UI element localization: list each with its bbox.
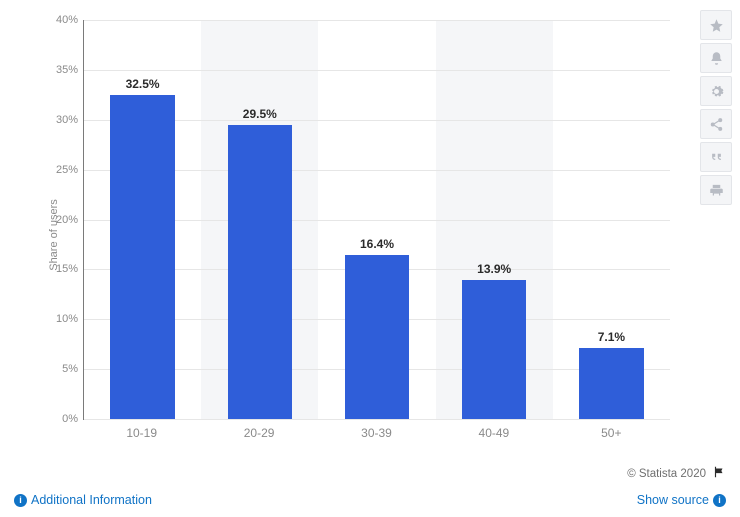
bell-icon[interactable]	[700, 43, 732, 73]
star-icon[interactable]	[700, 10, 732, 40]
bar-value-label: 32.5%	[126, 77, 160, 91]
y-tick: 40%	[56, 14, 78, 26]
bar: 29.5%	[228, 125, 292, 419]
additional-info-link[interactable]: i Additional Information	[14, 493, 152, 507]
y-tick: 0%	[62, 413, 78, 425]
chart-toolbar	[700, 10, 732, 205]
y-tick: 10%	[56, 313, 78, 325]
bar-value-label: 7.1%	[598, 330, 625, 344]
x-tick: 10-19	[126, 426, 157, 440]
y-tick: 25%	[56, 164, 78, 176]
chart-footer: © Statista 2020 i Additional Information…	[14, 465, 726, 507]
plot-area: 32.5%29.5%16.4%13.9%7.1% 0%5%10%15%20%25…	[83, 20, 670, 420]
y-tick: 5%	[62, 363, 78, 375]
x-tick: 50+	[601, 426, 621, 440]
y-tick: 30%	[56, 114, 78, 126]
additional-info-text: Additional Information	[31, 493, 152, 507]
show-source-link[interactable]: Show source i	[637, 493, 726, 507]
bar: 13.9%	[462, 280, 526, 419]
info-icon: i	[713, 494, 726, 507]
footer-links: i Additional Information Show source i	[14, 493, 726, 507]
print-icon[interactable]	[700, 175, 732, 205]
y-tick: 15%	[56, 263, 78, 275]
chart-container: Share of users 32.5%29.5%16.4%13.9%7.1% …	[0, 0, 740, 517]
gear-icon[interactable]	[700, 76, 732, 106]
copyright: © Statista 2020	[627, 465, 726, 482]
copyright-text: © Statista 2020	[627, 468, 706, 480]
bar: 7.1%	[579, 348, 643, 419]
y-tick: 35%	[56, 64, 78, 76]
bar: 32.5%	[110, 95, 174, 419]
chart-area: Share of users 32.5%29.5%16.4%13.9%7.1% …	[58, 20, 670, 450]
show-source-text: Show source	[637, 493, 709, 507]
bar: 16.4%	[345, 255, 409, 419]
flag-icon[interactable]	[712, 465, 726, 482]
bar-value-label: 13.9%	[477, 262, 511, 276]
share-icon[interactable]	[700, 109, 732, 139]
x-tick: 20-29	[244, 426, 275, 440]
info-icon: i	[14, 494, 27, 507]
bar-value-label: 29.5%	[243, 107, 277, 121]
x-tick: 40-49	[479, 426, 510, 440]
y-axis-label: Share of users	[48, 199, 60, 271]
bar-value-label: 16.4%	[360, 237, 394, 251]
quote-icon[interactable]	[700, 142, 732, 172]
x-tick: 30-39	[361, 426, 392, 440]
y-tick: 20%	[56, 214, 78, 226]
